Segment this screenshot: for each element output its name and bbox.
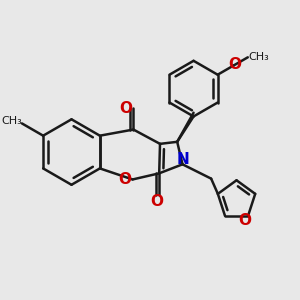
- Text: O: O: [119, 101, 133, 116]
- Text: O: O: [119, 172, 132, 187]
- Text: CH₃: CH₃: [1, 116, 22, 126]
- Text: O: O: [238, 213, 251, 228]
- Text: CH₃: CH₃: [249, 52, 270, 62]
- Text: O: O: [150, 194, 163, 209]
- Text: N: N: [176, 152, 189, 167]
- Text: O: O: [228, 57, 241, 72]
